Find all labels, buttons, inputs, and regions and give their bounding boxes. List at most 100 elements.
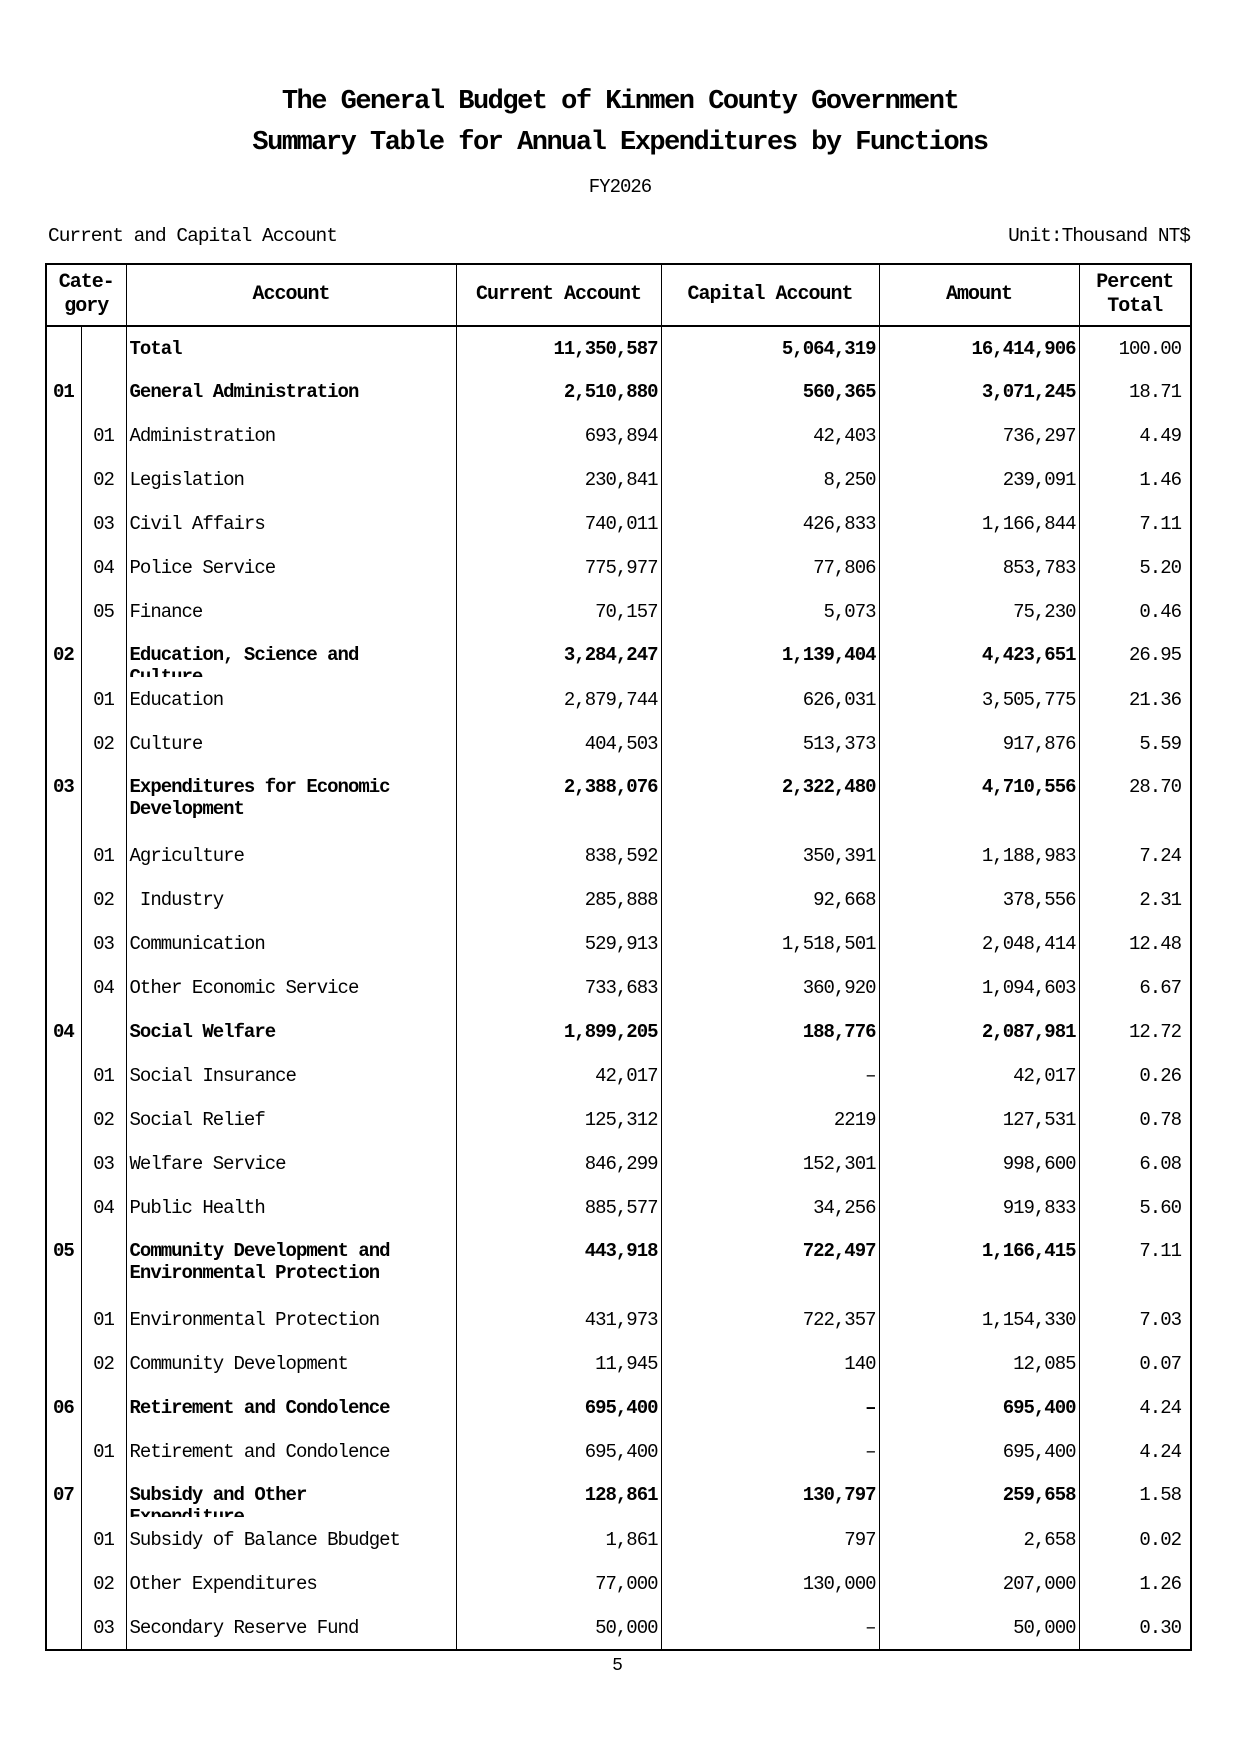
- cat-major-cell: [46, 834, 81, 878]
- cat-minor-cell: 02: [80, 1342, 127, 1386]
- table-row: 04 Police Service 775,977 77,806 853,783…: [46, 546, 1192, 590]
- account-line1: Expenditures for Economic: [129, 776, 391, 798]
- account-cell: Welfare Service: [125, 1142, 457, 1186]
- header-row: Cate-gory Account Current Account Capita…: [46, 264, 1192, 327]
- amount-value-cell: 16,414,906: [878, 326, 1080, 370]
- account-column-header: Account: [125, 264, 457, 327]
- capital-value-cell: 130,797: [660, 1474, 880, 1518]
- amount-value-cell: 42,017: [878, 1054, 1080, 1098]
- account-cell: General Administration: [125, 370, 457, 414]
- current-value-cell: 285,888: [455, 878, 662, 922]
- cat-major-cell: 07: [53, 1484, 75, 1506]
- current-value-cell: 11,350,587: [455, 326, 662, 370]
- account-cell: Civil Affairs: [125, 502, 457, 546]
- capital-value-cell: 1,518,501: [660, 922, 880, 966]
- cat-major-cell: [46, 458, 81, 502]
- amount-value-cell: 1,188,983: [878, 834, 1080, 878]
- capital-value-cell: 5,073: [660, 590, 880, 634]
- amount-value-cell: 1,094,603: [878, 966, 1080, 1010]
- percent-value-cell: 0.02: [1078, 1518, 1192, 1562]
- current-value-cell: 11,945: [455, 1342, 662, 1386]
- cat-major-cell: [46, 722, 81, 766]
- table-row: 03 Civil Affairs 740,011 426,833 1,166,8…: [46, 502, 1192, 546]
- amount-value-cell: 695,400: [878, 1430, 1080, 1474]
- account-line2: Culture: [129, 666, 204, 677]
- current-value-cell: 443,918: [455, 1230, 662, 1298]
- percent-value-cell: 0.30: [1078, 1606, 1192, 1650]
- cat-minor-cell: [80, 1474, 127, 1518]
- page-title-line1: The General Budget of Kinmen County Gove…: [281, 87, 960, 117]
- current-value-cell: 2,510,880: [455, 370, 662, 414]
- percent-value-cell: 7.11: [1078, 502, 1192, 546]
- percent-value-cell: 18.71: [1078, 370, 1192, 414]
- amount-value-cell: 239,091: [878, 458, 1080, 502]
- cat-minor-cell: 02: [80, 722, 127, 766]
- capital-value-cell: 626,031: [660, 678, 880, 722]
- cat-major-cell: 06: [53, 1397, 75, 1419]
- cat-major-cell: [46, 590, 81, 634]
- cat-major-cell: [46, 1186, 81, 1230]
- current-value-cell: 404,503: [455, 722, 662, 766]
- account-cell: Police Service: [125, 546, 457, 590]
- amount-value-cell: 4,710,556: [878, 766, 1080, 834]
- percent-value-cell: 100.00: [1078, 326, 1192, 370]
- percent-value-cell: 12.72: [1078, 1010, 1192, 1054]
- current-value-cell: 529,913: [455, 922, 662, 966]
- percent-value-cell: 4.24: [1078, 1386, 1192, 1430]
- cat-minor-cell: [80, 326, 127, 370]
- table-row: 01 Subsidy of Balance Bbudget 1,861 797 …: [46, 1518, 1192, 1562]
- current-value-cell: 838,592: [455, 834, 662, 878]
- table-row: 01 Retirement and Condolence 695,400 – 6…: [46, 1430, 1192, 1474]
- table-row: 04 Public Health 885,577 34,256 919,833 …: [46, 1186, 1192, 1230]
- account-cell: Culture: [125, 722, 457, 766]
- current-value-cell: 846,299: [455, 1142, 662, 1186]
- current-value-cell: 431,973: [455, 1298, 662, 1342]
- account-cell: Community Development: [125, 1342, 457, 1386]
- account-cell: Education: [125, 678, 457, 722]
- cat-minor-cell: 03: [80, 922, 127, 966]
- capital-value-cell: 5,064,319: [660, 326, 880, 370]
- percent-value-cell: 6.67: [1078, 966, 1192, 1010]
- cat-minor-cell: [80, 1010, 127, 1054]
- percent-value-cell: 1.26: [1078, 1562, 1192, 1606]
- category-column-header: Cate-gory: [46, 264, 127, 327]
- amount-value-cell: 3,071,245: [878, 370, 1080, 414]
- capital-value-cell: –: [660, 1386, 880, 1430]
- table-row: 02 Education, Science and Culture 3,284,2…: [46, 634, 1192, 678]
- table-row: 07 Subsidy and Other Expenditure 128,861 …: [46, 1474, 1192, 1518]
- account-line2: Development: [129, 798, 245, 820]
- amount-value-cell: 1,166,415: [878, 1230, 1080, 1298]
- capital-value-cell: –: [660, 1054, 880, 1098]
- expenditures-summary-table: Cate-gory Account Current Account Capita…: [45, 263, 1193, 1651]
- cat-major-cell: [46, 1342, 81, 1386]
- current-value-cell: 695,400: [455, 1430, 662, 1474]
- account-cell: Environmental Protection: [125, 1298, 457, 1342]
- amount-value-cell: 998,600: [878, 1142, 1080, 1186]
- current-value-cell: 3,284,247: [455, 634, 662, 678]
- amount-value-cell: 1,166,844: [878, 502, 1080, 546]
- account-cell: Industry: [125, 878, 457, 922]
- capital-value-cell: 152,301: [660, 1142, 880, 1186]
- table-row: 01 Education 2,879,744 626,031 3,505,775…: [46, 678, 1192, 722]
- amount-value-cell: 2,048,414: [878, 922, 1080, 966]
- cat-major-cell: [46, 1430, 81, 1474]
- percent-value-cell: 1.58: [1078, 1474, 1192, 1518]
- percent-value-cell: 21.36: [1078, 678, 1192, 722]
- capital-value-cell: 360,920: [660, 966, 880, 1010]
- cat-minor-cell: 02: [80, 878, 127, 922]
- capital-value-cell: 2,322,480: [660, 766, 880, 834]
- percent-total-column-header: Percent Total: [1078, 264, 1192, 327]
- cat-major-cell: [46, 1142, 81, 1186]
- capital-value-cell: 130,000: [660, 1562, 880, 1606]
- account-cell: Administration: [125, 414, 457, 458]
- account-cell: Agriculture: [125, 834, 457, 878]
- unit-label: Unit:Thousand NT$: [1008, 225, 1191, 247]
- capital-value-cell: 350,391: [660, 834, 880, 878]
- account-cell: Community Development and Environmental P…: [125, 1230, 457, 1298]
- percent-value-cell: 7.11: [1078, 1230, 1192, 1298]
- percent-value-cell: 0.46: [1078, 590, 1192, 634]
- capital-value-cell: 513,373: [660, 722, 880, 766]
- capital-value-cell: –: [660, 1430, 880, 1474]
- table-row: 05 Community Development and Environmenta…: [46, 1230, 1192, 1298]
- cat-major-cell: 04: [53, 1021, 75, 1043]
